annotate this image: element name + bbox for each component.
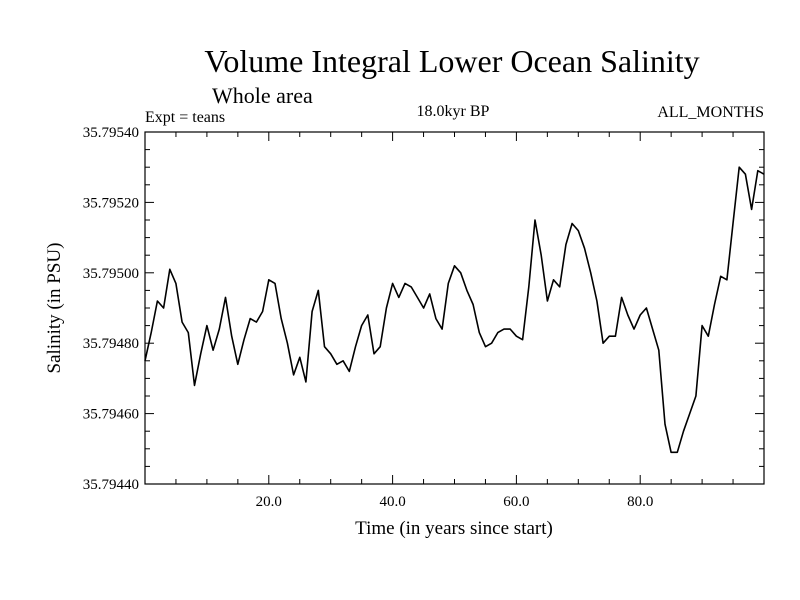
plot-frame bbox=[144, 131, 765, 485]
y-tick-label: 35.79440 bbox=[83, 477, 139, 493]
x-tick-label: 40.0 bbox=[379, 494, 405, 510]
x-tick-label: 80.0 bbox=[627, 494, 653, 510]
y-tick-label: 35.79500 bbox=[83, 266, 139, 282]
period-label: 18.0kyr BP bbox=[417, 103, 490, 120]
y-axis-ticks: 35.79440 35.79460 35.79480 35.79500 35.79520… bbox=[83, 125, 764, 493]
salinity-series-line bbox=[144, 166, 765, 454]
y-tick-label: 35.79520 bbox=[83, 195, 139, 211]
x-axis-ticks: 20.0 40.0 60.0 80.0 bbox=[144, 132, 765, 510]
y-tick-label: 35.79480 bbox=[83, 336, 139, 352]
x-axis-label: Time (in years since start) bbox=[355, 518, 553, 539]
x-tick-label: 20.0 bbox=[256, 494, 282, 510]
experiment-label: Expt = teans bbox=[145, 109, 225, 126]
chart-subtitle: Whole area bbox=[212, 83, 313, 108]
x-tick-label: 60.0 bbox=[503, 494, 529, 510]
y-tick-label: 35.79540 bbox=[83, 125, 139, 141]
y-tick-label: 35.79460 bbox=[83, 407, 139, 423]
chart-title: Volume Integral Lower Ocean Salinity bbox=[204, 43, 699, 79]
y-axis-label: Salinity (in PSU) bbox=[44, 243, 65, 374]
months-label: ALL_MONTHS bbox=[657, 104, 764, 121]
